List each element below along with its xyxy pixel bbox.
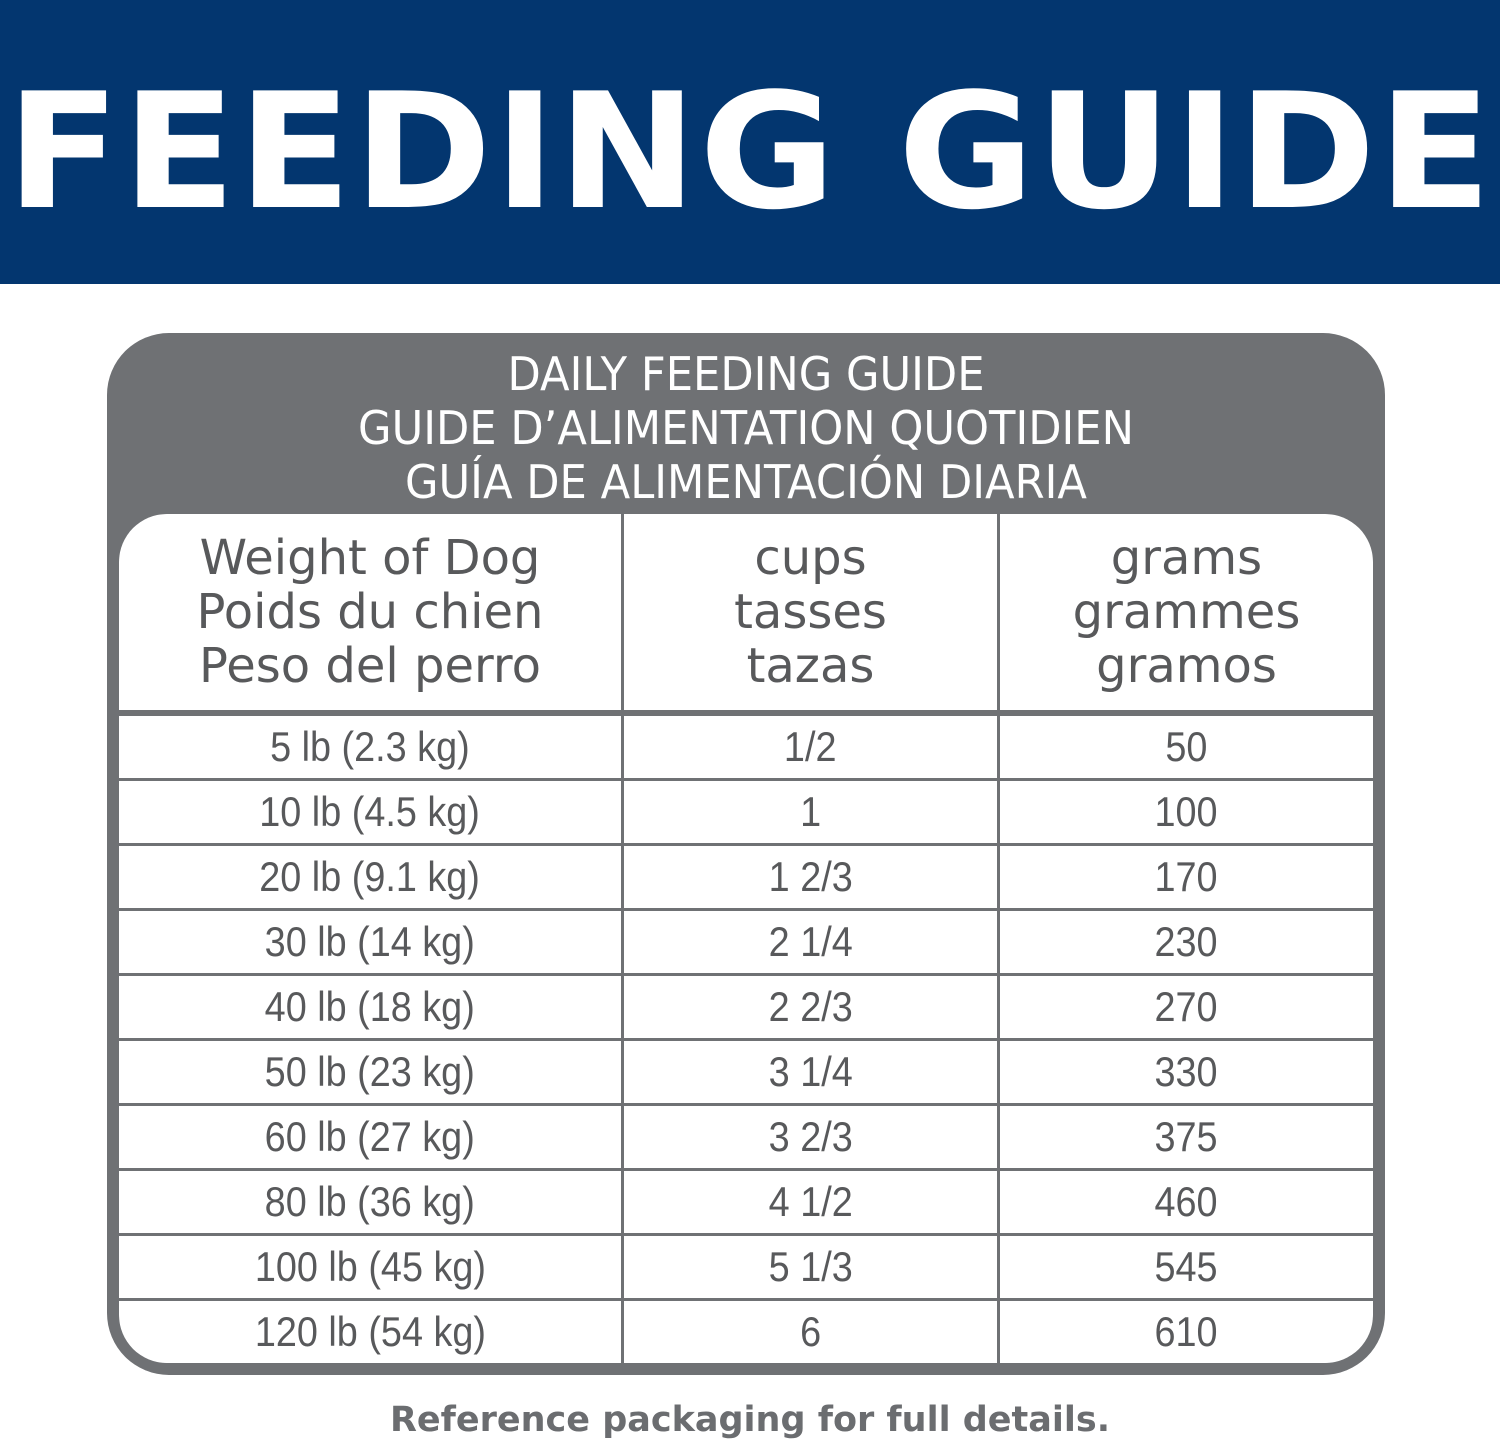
table-cell-grams: 545 xyxy=(1000,1236,1373,1298)
table-cell-grams: 330 xyxy=(1000,1041,1373,1103)
header-cell-cups: cups tasses tazas xyxy=(624,514,997,710)
cell-value: 20 lb (9.1 kg) xyxy=(259,853,481,900)
header-label: tazas xyxy=(746,638,875,694)
cell-value: 4 1/2 xyxy=(768,1178,853,1225)
table-cell-grams: 100 xyxy=(1000,781,1373,843)
table-cell-weight: 60 lb (27 kg) xyxy=(119,1106,621,1168)
header-label: grams xyxy=(1110,530,1263,586)
header-label: cups xyxy=(754,530,867,586)
table-cell-grams: 170 xyxy=(1000,846,1373,908)
cell-value: 100 lb (45 kg) xyxy=(254,1243,486,1290)
table-cell-cups: 2 2/3 xyxy=(624,976,997,1038)
header-cell-grams: grams grammes gramos xyxy=(1000,514,1373,710)
card-title-french: GUIDE D’ALIMENTATION QUOTIDIEN xyxy=(358,401,1134,455)
table-cell-weight: 5 lb (2.3 kg) xyxy=(119,716,621,778)
cell-value: 100 xyxy=(1154,788,1219,835)
feeding-table: Weight of Dog Poids du chien Peso del perr… xyxy=(119,514,1373,1363)
cell-value: 330 xyxy=(1154,1048,1219,1095)
table-cell-cups: 3 2/3 xyxy=(624,1106,997,1168)
cell-value: 120 lb (54 kg) xyxy=(254,1308,486,1355)
table-cell-cups: 1 2/3 xyxy=(624,846,997,908)
cell-value: 50 xyxy=(1165,723,1208,770)
cell-value: 3 2/3 xyxy=(768,1113,853,1160)
cell-value: 5 1/3 xyxy=(768,1243,853,1290)
cell-value: 1 xyxy=(799,788,822,835)
cell-value: 545 xyxy=(1154,1243,1219,1290)
header-label: Poids du chien xyxy=(196,584,544,640)
table-cell-grams: 270 xyxy=(1000,976,1373,1038)
page-title: FEEDING GUIDE xyxy=(6,58,1494,245)
cell-value: 1 2/3 xyxy=(768,853,853,900)
header-label: gramos xyxy=(1096,638,1277,694)
card-title-spanish: GUÍA DE ALIMENTACIÓN DIARIA xyxy=(405,455,1087,509)
card-title-english: DAILY FEEDING GUIDE xyxy=(507,347,985,401)
table-cell-grams: 460 xyxy=(1000,1171,1373,1233)
cell-value: 60 lb (27 kg) xyxy=(264,1113,476,1160)
header-label: Peso del perro xyxy=(199,638,541,694)
cell-value: 460 xyxy=(1154,1178,1219,1225)
table-cell-weight: 20 lb (9.1 kg) xyxy=(119,846,621,908)
card-title-block: DAILY FEEDING GUIDE GUIDE D’ALIMENTATION… xyxy=(145,347,1346,509)
table-cell-weight: 100 lb (45 kg) xyxy=(119,1236,621,1298)
header-cell-weight: Weight of Dog Poids du chien Peso del perr… xyxy=(119,514,621,710)
cell-value: 50 lb (23 kg) xyxy=(264,1048,476,1095)
table-cell-grams: 610 xyxy=(1000,1301,1373,1363)
cell-value: 230 xyxy=(1154,918,1219,965)
table-cell-weight: 10 lb (4.5 kg) xyxy=(119,781,621,843)
table-cell-weight: 40 lb (18 kg) xyxy=(119,976,621,1038)
cell-value: 1/2 xyxy=(784,723,837,770)
header-label: grammes xyxy=(1072,584,1301,640)
table-cell-cups: 2 1/4 xyxy=(624,911,997,973)
header-label: tasses xyxy=(734,584,887,640)
cell-value: 170 xyxy=(1154,853,1219,900)
table-cell-grams: 50 xyxy=(1000,716,1373,778)
cell-value: 5 lb (2.3 kg) xyxy=(270,723,470,770)
cell-value: 6 xyxy=(799,1308,822,1355)
cell-value: 2 2/3 xyxy=(768,983,853,1030)
cell-value: 10 lb (4.5 kg) xyxy=(259,788,481,835)
cell-value: 375 xyxy=(1154,1113,1219,1160)
table-cell-weight: 50 lb (23 kg) xyxy=(119,1041,621,1103)
cell-value: 40 lb (18 kg) xyxy=(264,983,476,1030)
cell-value: 2 1/4 xyxy=(768,918,853,965)
cell-value: 3 1/4 xyxy=(768,1048,853,1095)
cell-value: 80 lb (36 kg) xyxy=(264,1178,476,1225)
table-cell-grams: 375 xyxy=(1000,1106,1373,1168)
cell-value: 610 xyxy=(1154,1308,1219,1355)
header-banner: FEEDING GUIDE xyxy=(0,0,1500,284)
table-cell-cups: 4 1/2 xyxy=(624,1171,997,1233)
table-cell-weight: 80 lb (36 kg) xyxy=(119,1171,621,1233)
table-cell-cups: 1 xyxy=(624,781,997,843)
table-cell-grams: 230 xyxy=(1000,911,1373,973)
table-cell-cups: 3 1/4 xyxy=(624,1041,997,1103)
header-label: Weight of Dog xyxy=(199,530,541,586)
table-cell-cups: 5 1/3 xyxy=(624,1236,997,1298)
table-cell-cups: 6 xyxy=(624,1301,997,1363)
cell-value: 270 xyxy=(1154,983,1219,1030)
feeding-guide-card: DAILY FEEDING GUIDE GUIDE D’ALIMENTATION… xyxy=(107,333,1385,1375)
cell-value: 30 lb (14 kg) xyxy=(264,918,476,965)
table-cell-weight: 30 lb (14 kg) xyxy=(119,911,621,973)
table-cell-cups: 1/2 xyxy=(624,716,997,778)
table-cell-weight: 120 lb (54 kg) xyxy=(119,1301,621,1363)
footer-note: Reference packaging for full details. xyxy=(389,1400,1111,1440)
